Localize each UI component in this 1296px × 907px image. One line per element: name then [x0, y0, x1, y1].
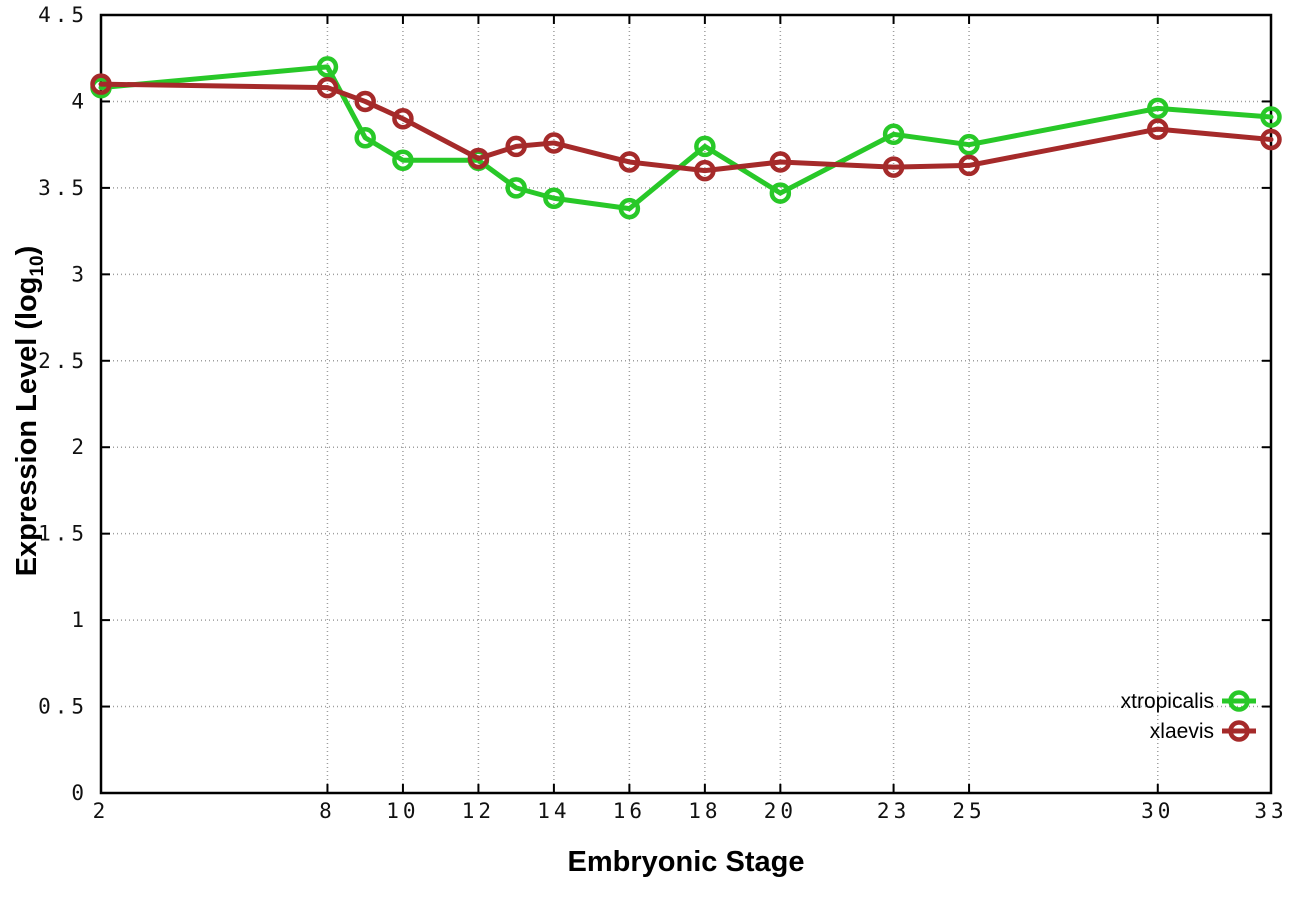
- data-point-xtropicalis: [505, 177, 527, 199]
- data-point-xtropicalis: [618, 197, 641, 220]
- data-point-xlaevis: [316, 76, 339, 99]
- legend-label-xlaevis: xlaevis: [1150, 720, 1214, 743]
- x-tick-label: 20: [764, 799, 797, 823]
- data-point-xlaevis: [1147, 118, 1169, 140]
- y-tick-label: 4.5: [38, 3, 88, 27]
- y-tick-label: 0.5: [38, 695, 88, 719]
- y-axis-title-subscript: 10: [26, 255, 48, 277]
- y-tick-label: 0: [71, 781, 88, 805]
- data-point-xlaevis: [505, 135, 527, 158]
- data-point-xlaevis: [694, 159, 716, 182]
- data-point-xlaevis: [392, 107, 414, 130]
- x-tick-label: 12: [462, 799, 495, 823]
- y-tick-label: 2: [71, 435, 88, 459]
- data-point-xtropicalis: [1147, 97, 1169, 120]
- y-axis-title-text: Expression Level (log: [11, 276, 43, 577]
- data-point-xtropicalis: [1260, 106, 1282, 128]
- data-point-xtropicalis: [958, 133, 980, 156]
- data-point-xtropicalis: [882, 123, 905, 146]
- data-point-xtropicalis: [354, 127, 376, 149]
- y-tick-label: 3: [71, 262, 88, 286]
- data-point-xlaevis: [467, 147, 490, 170]
- y-axis-title: Expression Level (log10): [9, 111, 48, 711]
- data-point-xtropicalis: [392, 149, 414, 171]
- data-point-xlaevis: [882, 156, 905, 178]
- x-tick-label: 25: [952, 799, 985, 823]
- data-point-xtropicalis: [316, 56, 339, 78]
- legend-marker-xlaevis: [1228, 720, 1250, 742]
- x-tick-label: 2: [93, 799, 110, 823]
- x-tick-label: 33: [1254, 799, 1287, 823]
- y-tick-label: 4: [71, 89, 88, 113]
- x-tick-label: 16: [613, 799, 646, 823]
- legend-label-xtropicalis: xtropicalis: [1121, 690, 1214, 713]
- data-point-xtropicalis: [694, 135, 716, 158]
- x-tick-label: 8: [319, 799, 336, 823]
- y-tick-label: 3.5: [38, 176, 88, 200]
- data-point-xlaevis: [90, 73, 112, 95]
- data-point-xtropicalis: [543, 187, 565, 210]
- data-point-xlaevis: [769, 151, 792, 173]
- data-point-xlaevis: [543, 132, 565, 154]
- data-point-xtropicalis: [769, 182, 792, 204]
- x-tick-label: 18: [688, 799, 721, 823]
- y-axis-title-suffix: ): [11, 245, 43, 256]
- y-tick-label: 1: [71, 608, 88, 632]
- data-point-xlaevis: [618, 151, 641, 173]
- data-point-xlaevis: [354, 90, 376, 113]
- x-tick-label: 10: [386, 799, 419, 823]
- x-tick-label: 30: [1141, 799, 1174, 823]
- legend-marker-xtropicalis: [1228, 690, 1250, 712]
- x-axis-title: Embryonic Stage: [567, 846, 805, 878]
- y-tick-label: 2.5: [38, 349, 88, 373]
- y-tick-label: 1.5: [38, 522, 88, 546]
- data-point-xlaevis: [1260, 128, 1282, 151]
- x-tick-label: 14: [537, 799, 570, 823]
- series-line-xlaevis: [98, 81, 1274, 174]
- data-point-xlaevis: [958, 154, 980, 177]
- x-tick-label: 23: [877, 799, 910, 823]
- plot-border: [99, 13, 1273, 795]
